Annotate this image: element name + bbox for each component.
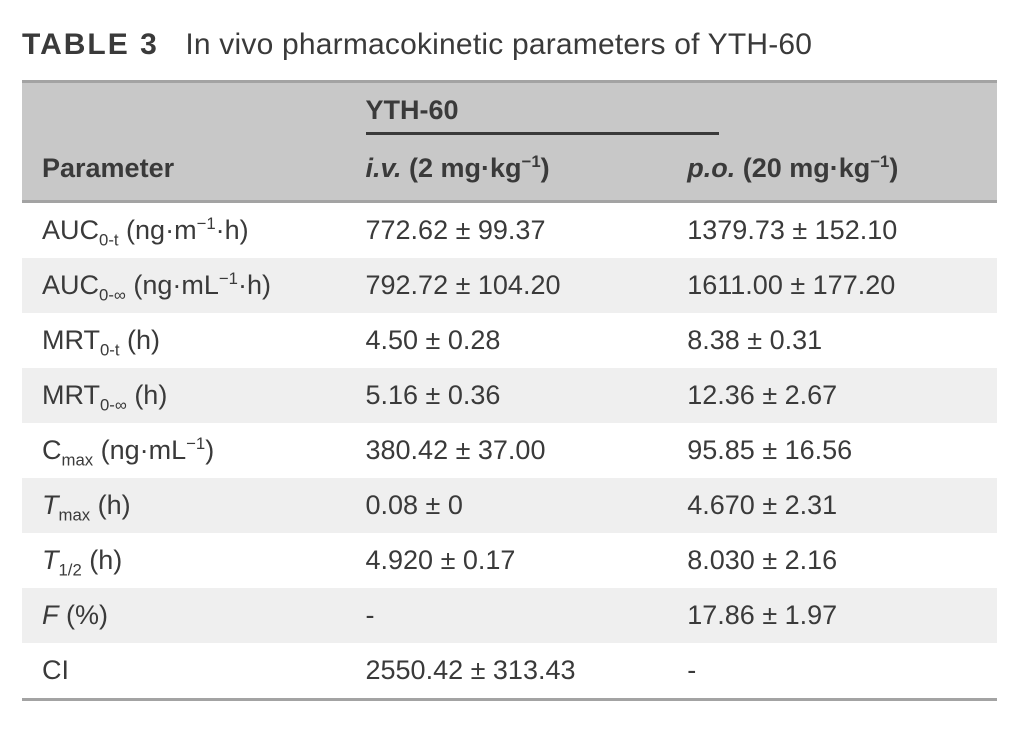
table-caption: TABLE 3 In vivo pharmacokinetic paramete… <box>22 28 997 62</box>
cell-iv: 2550.42 ± 313.43 <box>354 643 676 700</box>
cell-po: 1379.73 ± 152.10 <box>675 202 997 259</box>
column-header-iv: i.v. (2 mg·kg−1) <box>354 139 676 202</box>
cell-parameter: F (%) <box>22 588 354 643</box>
cell-po: 8.38 ± 0.31 <box>675 313 997 368</box>
cell-po: 12.36 ± 2.67 <box>675 368 997 423</box>
column-header-po: p.o. (20 mg·kg−1) <box>675 139 997 202</box>
cell-iv: 5.16 ± 0.36 <box>354 368 676 423</box>
cell-po: 95.85 ± 16.56 <box>675 423 997 478</box>
cell-po: 8.030 ± 2.16 <box>675 533 997 588</box>
cell-iv: 380.42 ± 37.00 <box>354 423 676 478</box>
cell-parameter: AUC0-t (ng·m−1·h) <box>22 202 354 259</box>
cell-iv: 0.08 ± 0 <box>354 478 676 533</box>
table-row: MRT0-t (h)4.50 ± 0.288.38 ± 0.31 <box>22 313 997 368</box>
table-row: AUC0-t (ng·m−1·h)772.62 ± 99.371379.73 ±… <box>22 202 997 259</box>
cell-parameter: MRT0-t (h) <box>22 313 354 368</box>
table-column-header-row: Parameter i.v. (2 mg·kg−1) p.o. (20 mg·k… <box>22 139 997 202</box>
column-header-parameter: Parameter <box>22 139 354 202</box>
cell-iv: 4.50 ± 0.28 <box>354 313 676 368</box>
cell-parameter: CI <box>22 643 354 700</box>
cell-po: 1611.00 ± 177.20 <box>675 258 997 313</box>
cell-iv: 792.72 ± 104.20 <box>354 258 676 313</box>
cell-parameter: AUC0-∞ (ng·mL−1·h) <box>22 258 354 313</box>
cell-parameter: T1/2 (h) <box>22 533 354 588</box>
pk-table: YTH-60 Parameter i.v. (2 mg·kg−1) p.o. (… <box>22 80 997 701</box>
table-title: In vivo pharmacokinetic parameters of YT… <box>185 28 812 61</box>
cell-iv: 4.920 ± 0.17 <box>354 533 676 588</box>
table-row: T1/2 (h)4.920 ± 0.178.030 ± 2.16 <box>22 533 997 588</box>
table-row: Tmax (h)0.08 ± 04.670 ± 2.31 <box>22 478 997 533</box>
table-label: TABLE 3 <box>22 28 159 61</box>
table-group-row: YTH-60 <box>22 82 997 140</box>
table-row: Cmax (ng·mL−1)380.42 ± 37.0095.85 ± 16.5… <box>22 423 997 478</box>
table-row: MRT0-∞ (h)5.16 ± 0.3612.36 ± 2.67 <box>22 368 997 423</box>
cell-po: 4.670 ± 2.31 <box>675 478 997 533</box>
cell-parameter: MRT0-∞ (h) <box>22 368 354 423</box>
cell-iv: 772.62 ± 99.37 <box>354 202 676 259</box>
table-row: AUC0-∞ (ng·mL−1·h)792.72 ± 104.201611.00… <box>22 258 997 313</box>
table-row: CI2550.42 ± 313.43- <box>22 643 997 700</box>
group-title: YTH-60 <box>366 95 719 135</box>
table-body: AUC0-t (ng·m−1·h)772.62 ± 99.371379.73 ±… <box>22 202 997 700</box>
cell-parameter: Tmax (h) <box>22 478 354 533</box>
cell-iv: - <box>354 588 676 643</box>
cell-parameter: Cmax (ng·mL−1) <box>22 423 354 478</box>
cell-po: 17.86 ± 1.97 <box>675 588 997 643</box>
cell-po: - <box>675 643 997 700</box>
table-row: F (%)-17.86 ± 1.97 <box>22 588 997 643</box>
